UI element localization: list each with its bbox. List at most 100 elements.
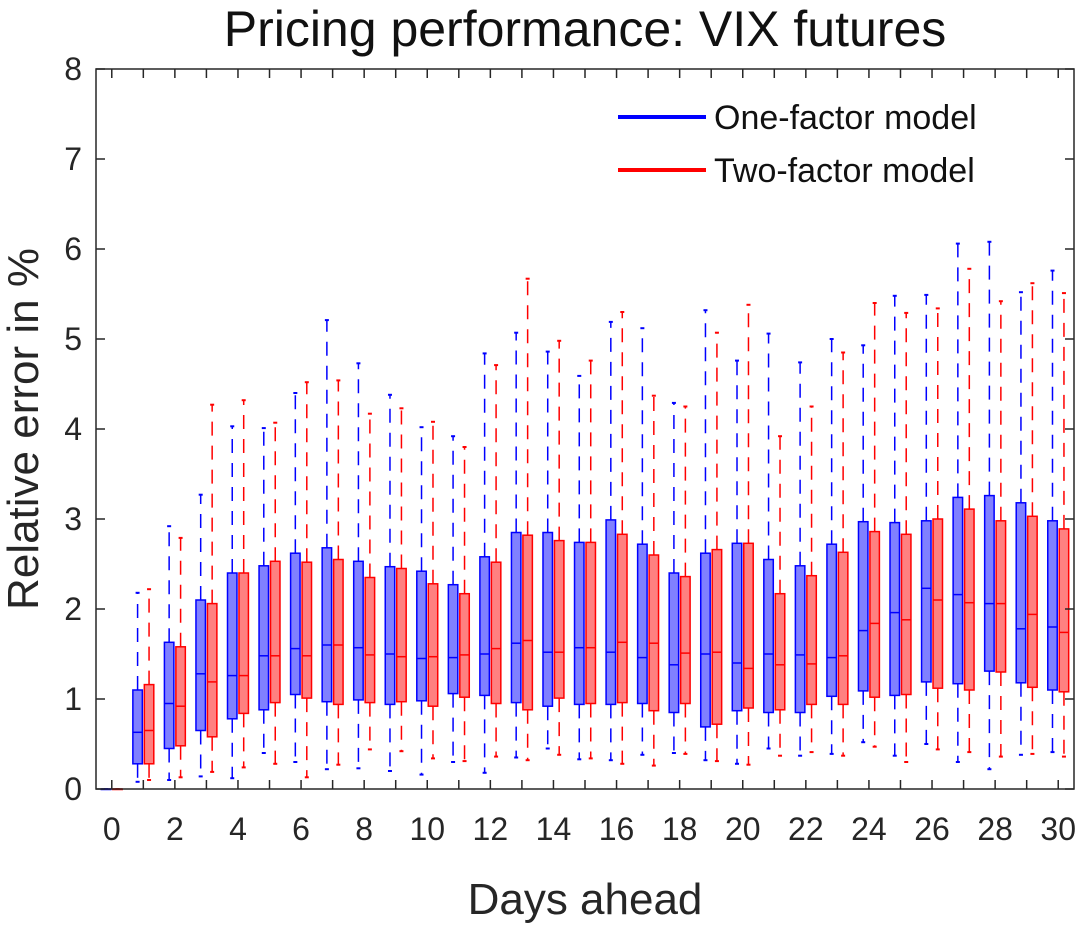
y-axis-label: Relative error in %	[0, 248, 48, 610]
box	[143, 683, 155, 765]
box	[490, 561, 502, 705]
y-axis: 0 1 2 3 4 5 6 7 8	[64, 51, 1074, 807]
x-tick-label: 0	[103, 811, 121, 847]
box-day-11	[447, 435, 459, 763]
chart-title: Pricing performance: VIX futures	[224, 1, 947, 57]
x-tick-label: 22	[788, 811, 824, 847]
box	[1015, 502, 1027, 684]
box-day-6	[301, 381, 313, 779]
box	[679, 575, 691, 705]
box-day-26	[920, 293, 932, 745]
y-tick-label: 3	[64, 501, 82, 537]
y-tick-label: 6	[64, 231, 82, 267]
box-day-27	[952, 242, 964, 763]
box-day-22	[794, 361, 806, 757]
box-day-8	[364, 412, 376, 751]
x-axis-label: Days ahead	[468, 875, 703, 924]
box-day-15	[585, 359, 597, 760]
box	[510, 531, 522, 704]
box-day-29	[1015, 291, 1027, 756]
box	[699, 552, 711, 728]
box	[869, 530, 881, 698]
box-day-19	[711, 331, 723, 763]
box	[837, 551, 849, 706]
box	[301, 561, 313, 699]
box	[1047, 520, 1058, 691]
box-day-1	[143, 588, 155, 781]
box	[479, 556, 491, 697]
box	[352, 560, 364, 701]
box-day-30	[1047, 269, 1058, 754]
box-day-9	[384, 393, 396, 772]
box-day-28	[983, 240, 995, 771]
box-day-14	[553, 339, 565, 756]
legend-box	[610, 88, 1040, 200]
box-day-21	[763, 332, 775, 750]
box	[395, 567, 407, 703]
x-tick-label: 16	[599, 811, 635, 847]
box-day-9	[395, 407, 407, 753]
box	[742, 542, 754, 709]
box-day-12	[479, 352, 491, 774]
box-day-3	[206, 403, 218, 773]
box	[542, 531, 554, 707]
x-tick-label: 8	[355, 811, 373, 847]
series-two-factor	[112, 267, 1070, 791]
box-day-23	[826, 338, 838, 755]
box-day-3	[195, 493, 207, 778]
x-tick-label: 10	[409, 811, 445, 847]
x-tick-label: 24	[851, 811, 887, 847]
box-day-10	[416, 426, 428, 776]
box	[258, 565, 270, 711]
box-day-17	[636, 327, 648, 756]
box-day-24	[869, 302, 881, 748]
box-day-25	[900, 311, 912, 763]
series-one-factor	[100, 240, 1058, 791]
box	[175, 646, 187, 747]
box	[889, 521, 901, 697]
x-tick-label: 18	[662, 811, 698, 847]
box	[616, 533, 628, 704]
box	[763, 558, 775, 714]
box	[731, 542, 743, 712]
box	[573, 541, 585, 706]
box	[932, 518, 944, 689]
box-day-16	[605, 320, 617, 762]
box	[321, 547, 333, 703]
box	[332, 558, 344, 706]
box	[1026, 515, 1038, 689]
box-day-25	[889, 294, 901, 757]
box-day-27	[963, 267, 975, 754]
box-day-23	[837, 351, 849, 757]
legend-label-one-factor: One-factor model	[714, 99, 977, 137]
box-day-8	[352, 362, 364, 770]
x-tick-label: 12	[473, 811, 509, 847]
box-day-1	[132, 591, 144, 783]
y-tick-label: 8	[64, 51, 82, 87]
box	[648, 554, 660, 712]
box	[605, 519, 617, 706]
box-day-19	[699, 309, 711, 762]
box-day-29	[1026, 282, 1038, 755]
y-tick-label: 2	[64, 591, 82, 627]
box	[522, 534, 534, 711]
box	[195, 599, 207, 732]
box-day-11	[459, 446, 471, 763]
legend-label-two-factor: Two-factor model	[714, 152, 975, 190]
x-tick-label: 2	[166, 811, 184, 847]
box	[794, 565, 806, 714]
box	[668, 572, 680, 714]
box-day-15	[573, 374, 585, 761]
x-tick-label: 4	[229, 811, 247, 847]
box	[269, 560, 281, 704]
box	[364, 576, 376, 704]
y-tick-label: 5	[64, 321, 82, 357]
box-day-6	[289, 392, 301, 763]
box-day-17	[648, 394, 660, 767]
box-day-20	[742, 303, 754, 766]
y-tick-label: 1	[64, 681, 82, 717]
box-day-13	[522, 277, 534, 762]
box-day-16	[616, 311, 628, 765]
box-day-10	[427, 420, 439, 760]
box	[226, 572, 238, 720]
